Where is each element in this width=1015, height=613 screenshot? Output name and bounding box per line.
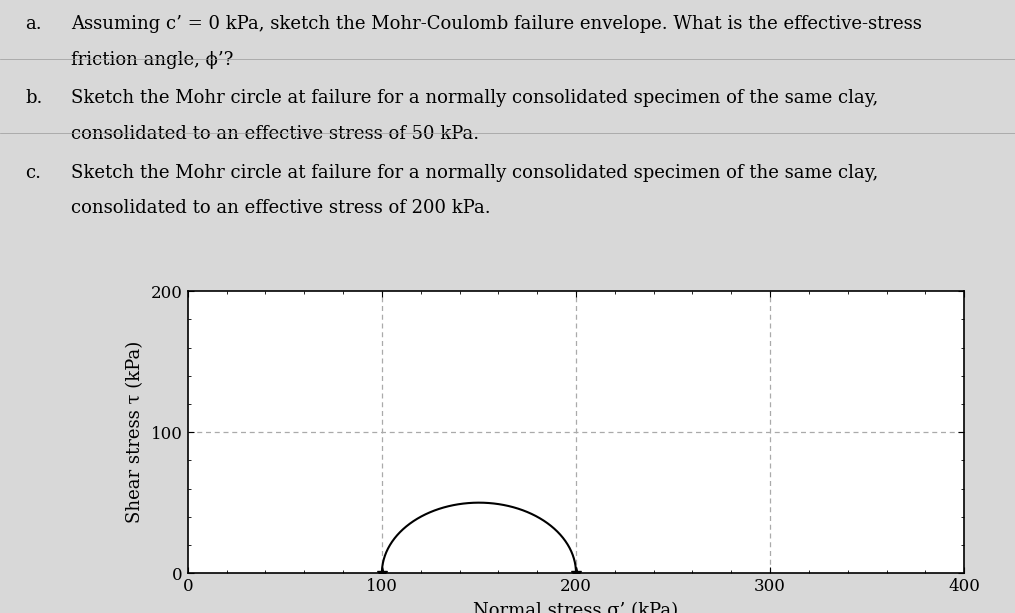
Text: consolidated to an effective stress of 200 kPa.: consolidated to an effective stress of 2… — [71, 199, 490, 217]
Text: b.: b. — [25, 89, 43, 107]
Text: a.: a. — [25, 15, 42, 33]
Text: consolidated to an effective stress of 50 kPa.: consolidated to an effective stress of 5… — [71, 125, 479, 143]
Text: c.: c. — [25, 164, 42, 181]
Text: Sketch the Mohr circle at failure for a normally consolidated specimen of the sa: Sketch the Mohr circle at failure for a … — [71, 164, 878, 181]
X-axis label: Normal stress σ’ (kPa): Normal stress σ’ (kPa) — [473, 602, 679, 613]
Y-axis label: Shear stress τ (kPa): Shear stress τ (kPa) — [126, 341, 144, 524]
Text: Assuming c’ = 0 kPa, sketch the Mohr-Coulomb failure envelope. What is the effec: Assuming c’ = 0 kPa, sketch the Mohr-Cou… — [71, 15, 922, 33]
Text: friction angle, ϕ’?: friction angle, ϕ’? — [71, 51, 233, 69]
Text: Sketch the Mohr circle at failure for a normally consolidated specimen of the sa: Sketch the Mohr circle at failure for a … — [71, 89, 878, 107]
